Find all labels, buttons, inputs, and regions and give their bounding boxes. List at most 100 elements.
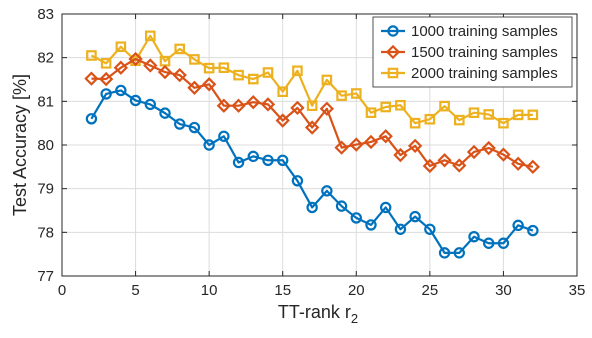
series-1-point (232, 156, 245, 169)
series-2-point (260, 97, 276, 112)
series-3-point (306, 100, 318, 111)
x-tick-label: 0 (58, 282, 66, 299)
series-1-point (115, 84, 127, 97)
series-3-point (262, 67, 274, 78)
series-1-point (277, 154, 289, 166)
y-tick-label: 78 (37, 224, 54, 241)
series-3-point (424, 113, 436, 125)
series-1-point (144, 98, 156, 111)
series-1-point (350, 212, 362, 224)
series-1-point (306, 201, 318, 214)
series-1-point (424, 223, 436, 235)
series-1-point (291, 175, 304, 187)
legend-marker-3 (387, 67, 399, 79)
series-1-point (438, 247, 451, 259)
series-1-point (468, 230, 480, 243)
series-2-point (231, 98, 246, 113)
series-layer (84, 30, 541, 259)
series-3-point (233, 69, 244, 81)
series-1-point (453, 247, 465, 259)
series-2-point (334, 140, 349, 155)
series-2-point (98, 71, 114, 87)
series-1-point (527, 224, 539, 237)
y-tick-label: 81 (37, 93, 54, 110)
legend-label-2: 1500 training samples (411, 44, 558, 61)
legend-box (372, 16, 573, 88)
series-2-point (393, 147, 408, 163)
series-2-point (319, 101, 335, 116)
series-3-point (409, 117, 421, 129)
series-2-point (143, 58, 158, 73)
y-tick-label: 79 (37, 181, 54, 198)
series-1-point (365, 219, 377, 231)
series-1-point (394, 223, 407, 235)
series-3-point (86, 50, 97, 61)
series-2-point (275, 113, 290, 128)
series-1-point (497, 237, 510, 249)
series-2-point (157, 64, 173, 80)
legend-label-1: 1000 training samples (411, 23, 558, 40)
series-2-point (216, 98, 232, 113)
series-2-line (91, 57, 534, 168)
series-3-point (498, 117, 509, 129)
y-tick-label: 80 (37, 137, 54, 154)
series-2-point (407, 138, 423, 154)
series-1-point (100, 88, 112, 100)
x-tick-label: 25 (422, 282, 439, 299)
legend: 1000 training samples 1500 training sampl… (372, 16, 573, 88)
x-tick-label: 5 (131, 282, 139, 299)
x-tick-label: 35 (569, 282, 586, 299)
series-1-point (483, 237, 495, 249)
series-3-point (189, 54, 200, 65)
series-3-point (365, 107, 377, 118)
series-1-point (262, 154, 274, 166)
series-3-point (144, 30, 156, 42)
series-3-point (218, 62, 230, 74)
series-2-point (496, 147, 511, 162)
series-2-point (510, 156, 526, 171)
series-3-point (380, 101, 392, 113)
x-axis-title-main: TT-rank r (278, 302, 351, 322)
y-tick-label: 83 (37, 6, 54, 23)
series-3-point (247, 73, 259, 85)
series-2-point (422, 158, 438, 174)
series-1-point (321, 185, 333, 197)
series-1-point (409, 210, 421, 223)
legend-marker-1 (387, 25, 399, 37)
x-tick-label: 30 (495, 282, 512, 299)
series-2-point (466, 144, 482, 160)
x-tick-label: 10 (201, 282, 218, 299)
series-2-point (172, 67, 187, 83)
series-2-point (437, 153, 452, 168)
series-3-point (277, 86, 289, 98)
series-2-point (304, 120, 320, 135)
series-1-point (203, 139, 215, 151)
y-axis-title: Test Accuracy [%] (10, 74, 30, 216)
series-2-point (187, 80, 202, 95)
series-3-point (468, 107, 480, 118)
series-1-point (174, 118, 186, 130)
series-2-point (128, 51, 143, 67)
series-3 (86, 30, 539, 129)
series-1-point (218, 130, 230, 142)
series-3-point (453, 114, 465, 126)
legend-marker-2 (385, 44, 401, 60)
series-1-point (188, 121, 201, 134)
series-2-point (290, 100, 305, 116)
series-2-point (246, 95, 261, 110)
series-2-point (349, 137, 364, 152)
series-3-point (512, 109, 524, 121)
series-3-point (321, 74, 333, 86)
y-tick-label: 77 (37, 268, 54, 285)
x-axis-title: TT-rank r2 (278, 302, 358, 326)
series-1 (85, 84, 539, 259)
ticks: 0 5 10 15 20 25 30 35 77 78 79 80 81 82 83 (37, 6, 585, 299)
series-1-point (335, 200, 348, 212)
y-tick-label: 82 (37, 50, 54, 67)
series-3-point (203, 62, 215, 74)
series-1-point (159, 107, 171, 119)
series-1-point (512, 219, 524, 232)
series-3-point (439, 100, 450, 112)
series-2-point (363, 134, 379, 150)
